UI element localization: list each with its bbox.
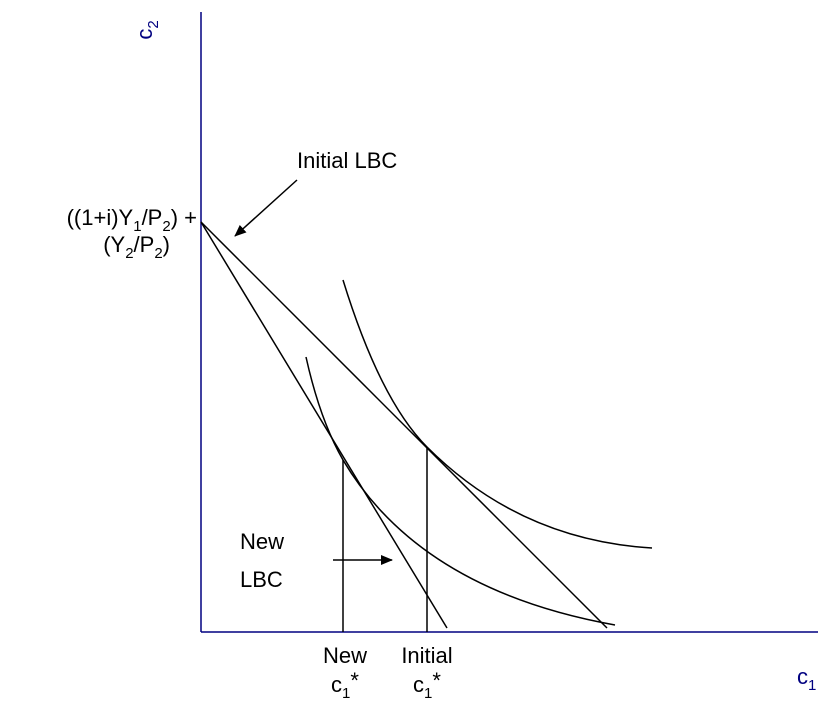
text-part: c [331, 672, 342, 697]
text-part: 1 [133, 218, 141, 235]
text-part: ) + [171, 205, 197, 230]
text-part: c [413, 672, 424, 697]
text-part: /P [134, 232, 155, 257]
initial-lbc-line [200, 221, 608, 629]
initial-c1-label: Initial [401, 643, 452, 668]
text-part: ) [163, 232, 170, 257]
arrow [234, 179, 298, 237]
text-part: c [132, 29, 157, 40]
text-part: (Y [103, 232, 125, 257]
text-part: /P [142, 205, 163, 230]
intercept-label: ((1+i)Y1/P2) + [67, 205, 197, 235]
text-part: * [432, 668, 441, 693]
y-axis-label: c2 [132, 20, 162, 39]
intercept-label: (Y2/P2) [103, 232, 170, 262]
text-part: 1 [424, 685, 432, 702]
indifference-curve [305, 356, 616, 626]
text-part: 1 [342, 685, 350, 702]
text-part: 2 [145, 20, 162, 28]
initial-c1-label: c1* [413, 668, 441, 702]
text-part: * [350, 668, 359, 693]
text-part: ((1+i)Y [67, 205, 134, 230]
text-part: 2 [154, 245, 162, 262]
new-c1-label: c1* [331, 668, 359, 702]
text-part: 1 [808, 677, 816, 694]
text-part: 2 [125, 245, 133, 262]
new-lbc-label: New [240, 529, 284, 554]
indifference-curve [342, 279, 653, 549]
new-lbc-label: LBC [240, 567, 283, 592]
new-c1-label: New [323, 643, 367, 668]
x-axis-label: c1 [797, 664, 816, 694]
initial-lbc-label: Initial LBC [297, 148, 397, 173]
new-lbc-line [200, 221, 448, 629]
text-part: c [797, 664, 808, 689]
text-part: 2 [162, 218, 170, 235]
